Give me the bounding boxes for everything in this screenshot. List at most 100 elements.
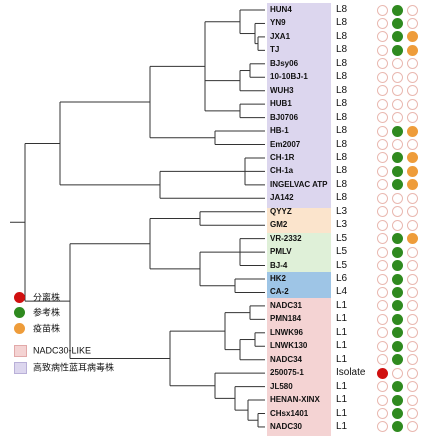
reference-status-dot	[392, 192, 403, 204]
lineage-label: L8	[336, 98, 348, 110]
vaccine-status-dot	[407, 17, 418, 29]
reference-status-dot	[392, 165, 403, 177]
nadc30-like-band	[267, 298, 331, 436]
isolate-status-dot	[377, 394, 388, 406]
lineage-label: L1	[336, 407, 348, 419]
vaccine-status-dot	[407, 300, 418, 312]
vaccine-status-dot	[407, 152, 418, 164]
leaf-label: LNWK130	[270, 341, 308, 351]
lineage-label: L1	[336, 340, 348, 352]
lineage-label: L8	[336, 4, 348, 15]
isolate-status-dot	[377, 260, 388, 272]
leaf-label: VR-2332	[270, 233, 302, 243]
vaccine-status-dot	[407, 394, 418, 406]
vaccine-status-dot	[407, 44, 418, 56]
isolate-status-dot	[377, 313, 388, 325]
isolate-status-dot	[377, 112, 388, 124]
leaf-label: NADC30	[270, 421, 303, 431]
vaccine-status-dot	[407, 381, 418, 393]
lineage-label: L1	[336, 380, 348, 392]
legend-hp-prrsv-label: 高致病性蓝耳病毒株	[33, 362, 115, 373]
lineage5-band	[267, 233, 331, 272]
lineage-label: L1	[336, 299, 348, 311]
lineage6-4-band	[267, 272, 331, 298]
lineage-label: L4	[336, 286, 348, 298]
leaf-label: YN9	[270, 18, 286, 28]
isolate-status-dot	[377, 125, 388, 137]
leaf-label: CHsx1401	[270, 408, 309, 418]
lineage-label: Isolate	[336, 367, 366, 379]
isolate-status-dot	[377, 340, 388, 352]
leaf-label: NADC31	[270, 300, 303, 310]
lineage-label: L8	[336, 138, 348, 150]
reference-status-dot	[392, 98, 403, 110]
lineage-label: L8	[336, 165, 348, 177]
isolate-status-dot	[377, 354, 388, 366]
vaccine-status-dot	[407, 206, 418, 218]
vaccine-status-dot	[407, 179, 418, 191]
isolate-status-dot	[377, 44, 388, 56]
isolate-status-dot	[377, 4, 388, 16]
leaf-label: BJ-4	[270, 260, 288, 270]
leaf-label: GM2	[270, 220, 288, 230]
reference-status-dot	[392, 313, 403, 325]
leaf-label: HUB1	[270, 99, 292, 109]
reference-status-dot	[392, 44, 403, 56]
leaf-label: HUN4	[270, 5, 292, 14]
legend-isolate-label: 分离株	[33, 292, 61, 303]
vaccine-status-dot	[407, 286, 418, 298]
reference-status-dot	[392, 233, 403, 245]
isolate-status-dot	[377, 179, 388, 191]
leaf-label: INGELVAC ATP	[270, 179, 328, 189]
isolate-status-dot	[377, 98, 388, 110]
isolate-status-dot	[377, 219, 388, 231]
isolate-status-dot	[377, 367, 388, 379]
reference-status-dot	[392, 327, 403, 339]
vaccine-status-dot	[407, 313, 418, 325]
leaf-label: LNWK96	[270, 327, 303, 337]
reference-status-dot	[392, 367, 403, 379]
reference-status-dot	[392, 112, 403, 124]
legend-isolate: 分离株	[14, 291, 60, 304]
reference-status-dot	[392, 152, 403, 164]
vaccine-status-dot	[407, 246, 418, 258]
leaf-label: CA-2	[270, 287, 289, 297]
isolate-status-dot	[377, 139, 388, 150]
isolate-status-dot	[377, 85, 388, 97]
isolate-status-dot	[377, 381, 388, 393]
leaf-label: CH-1a	[270, 166, 294, 176]
lineage-label: L1	[336, 394, 348, 406]
vaccine-status-dot	[407, 233, 418, 245]
lineage-label: L8	[336, 151, 348, 163]
lineage-label: L3	[336, 219, 348, 231]
isolate-status-dot	[377, 58, 388, 70]
lineage-label: L6	[336, 273, 348, 284]
isolate-status-dot	[377, 408, 388, 419]
vaccine-status-dot	[407, 85, 418, 97]
legend-vaccine-label: 疫苗株	[33, 323, 61, 334]
leaf-label: JXA1	[270, 31, 291, 41]
isolate-status-dot	[377, 31, 388, 43]
lineage-label: L8	[336, 84, 348, 96]
lineage-label: L8	[336, 71, 348, 83]
isolate-dot-icon	[14, 292, 25, 304]
leaf-label: JA142	[270, 193, 294, 203]
lineage3-band	[267, 208, 331, 233]
leaf-label: BJsy06	[270, 58, 299, 68]
lineage-label: L5	[336, 232, 348, 244]
lineage-label: L8	[336, 178, 348, 190]
legend-reference-label: 参考株	[33, 307, 61, 318]
vaccine-status-dot	[407, 327, 418, 339]
reference-status-dot	[392, 139, 403, 150]
reference-status-dot	[392, 219, 403, 231]
vaccine-status-dot	[407, 219, 418, 231]
reference-status-dot	[392, 300, 403, 312]
reference-status-dot	[392, 260, 403, 272]
reference-status-dot	[392, 179, 403, 191]
lineage-label: L8	[336, 192, 348, 204]
leaf-label: JL580	[270, 381, 293, 391]
vaccine-status-dot	[407, 421, 418, 433]
vaccine-status-dot	[407, 4, 418, 16]
lineage-label: L5	[336, 246, 348, 258]
